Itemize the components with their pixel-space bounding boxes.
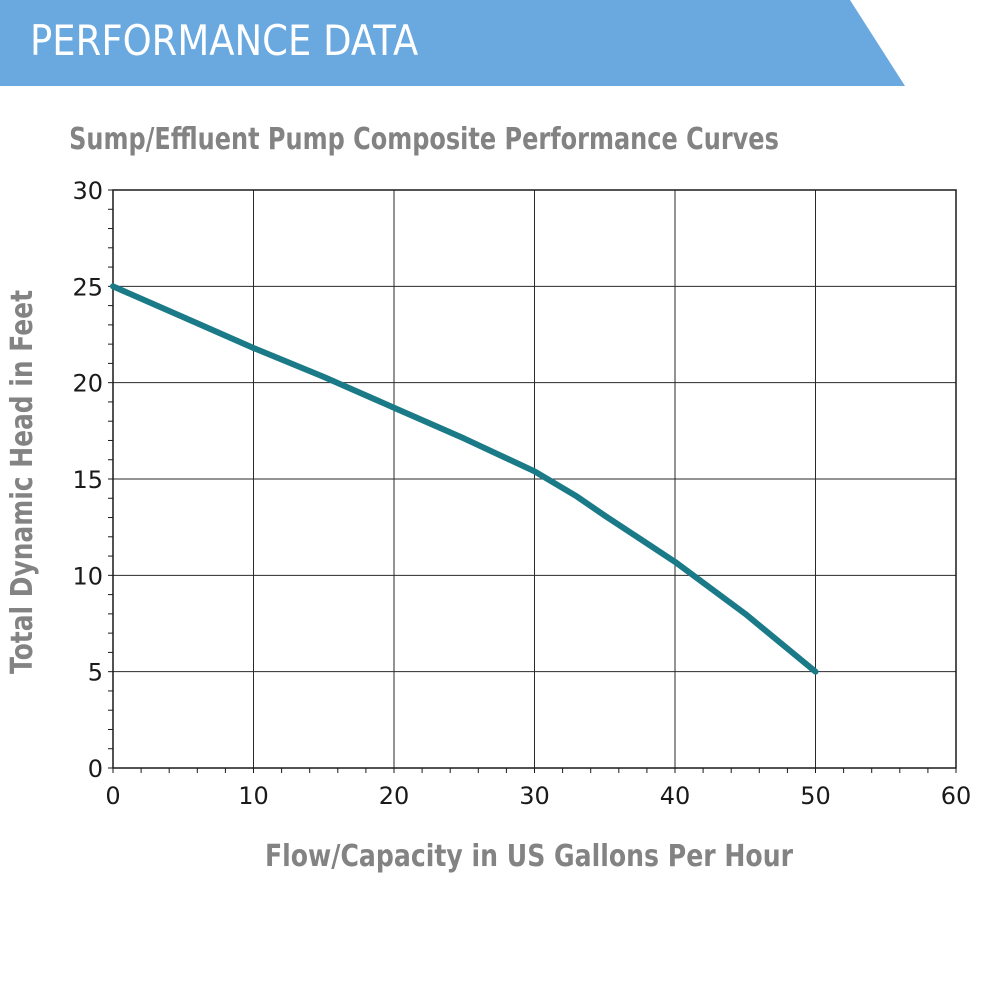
x-tick-label: 20	[379, 782, 410, 810]
y-tick-label: 0	[88, 755, 103, 783]
performance-curve	[110, 283, 819, 675]
y-tick-label: 25	[72, 273, 103, 301]
x-tick-label: 0	[105, 782, 120, 810]
y-tick-label: 10	[72, 562, 103, 590]
y-tick-label: 20	[72, 370, 103, 398]
y-tick-label: 15	[72, 466, 103, 494]
x-tick-label: 60	[941, 782, 972, 810]
y-tick-label: 5	[88, 659, 103, 687]
chart-title: Sump/Effluent Pump Composite Performance…	[69, 122, 779, 157]
x-axis-title: Flow/Capacity in US Gallons Per Hour	[265, 839, 793, 874]
x-tick-label: 50	[800, 782, 831, 810]
banner-title: PERFORMANCE DATA	[30, 16, 419, 65]
x-tick-label: 40	[660, 782, 691, 810]
y-axis-title: Total Dynamic Head in Feet	[5, 290, 40, 674]
y-tick-label: 30	[72, 177, 103, 205]
x-tick-label: 30	[519, 782, 550, 810]
header-banner: PERFORMANCE DATA	[0, 0, 905, 86]
x-tick-label: 10	[238, 782, 269, 810]
banner-background	[0, 0, 905, 86]
